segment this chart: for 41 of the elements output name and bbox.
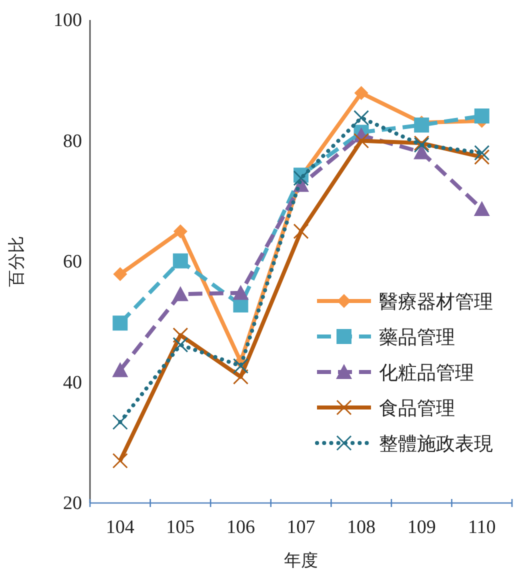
y-tick-label: 100 — [54, 10, 82, 31]
point — [112, 362, 128, 378]
x-tick-label: 109 — [407, 517, 436, 538]
point — [113, 267, 128, 282]
point — [172, 337, 188, 353]
point — [354, 133, 370, 148]
y-tick-label: 60 — [63, 252, 82, 272]
point — [293, 224, 309, 240]
x-tick-label: 104 — [106, 517, 135, 538]
y-tick-label: 20 — [63, 493, 82, 514]
point — [112, 414, 128, 430]
point — [112, 452, 128, 468]
legend-label: 藥品管理 — [379, 328, 455, 348]
legend-label: 整體施政表現 — [379, 434, 493, 455]
point — [474, 149, 490, 165]
legend-label: 醫療器材管理 — [379, 291, 493, 313]
y-tick-label: 80 — [63, 130, 82, 152]
x-tick-label: 108 — [347, 517, 376, 538]
y-tick-label: 40 — [63, 372, 82, 394]
point — [232, 358, 248, 374]
point — [173, 224, 188, 238]
point — [232, 369, 248, 385]
legend-label: 食品管理 — [379, 398, 455, 420]
legend-label: 化粧品管理 — [379, 363, 474, 384]
x-tick-label: 107 — [286, 517, 316, 538]
point — [172, 253, 188, 268]
point — [414, 118, 430, 133]
point — [232, 284, 249, 300]
point — [474, 200, 490, 216]
y-axis-title: 百分比 — [7, 236, 26, 287]
point — [172, 286, 188, 302]
point — [172, 327, 188, 343]
point — [474, 108, 490, 124]
point — [354, 110, 370, 126]
point — [354, 86, 368, 100]
point — [474, 145, 490, 161]
x-tick-label: 106 — [226, 517, 255, 538]
x-tick-label: 105 — [166, 517, 195, 538]
x-tick-label: 110 — [468, 517, 496, 538]
x-axis-title: 年度 — [284, 551, 318, 570]
point — [112, 316, 128, 331]
